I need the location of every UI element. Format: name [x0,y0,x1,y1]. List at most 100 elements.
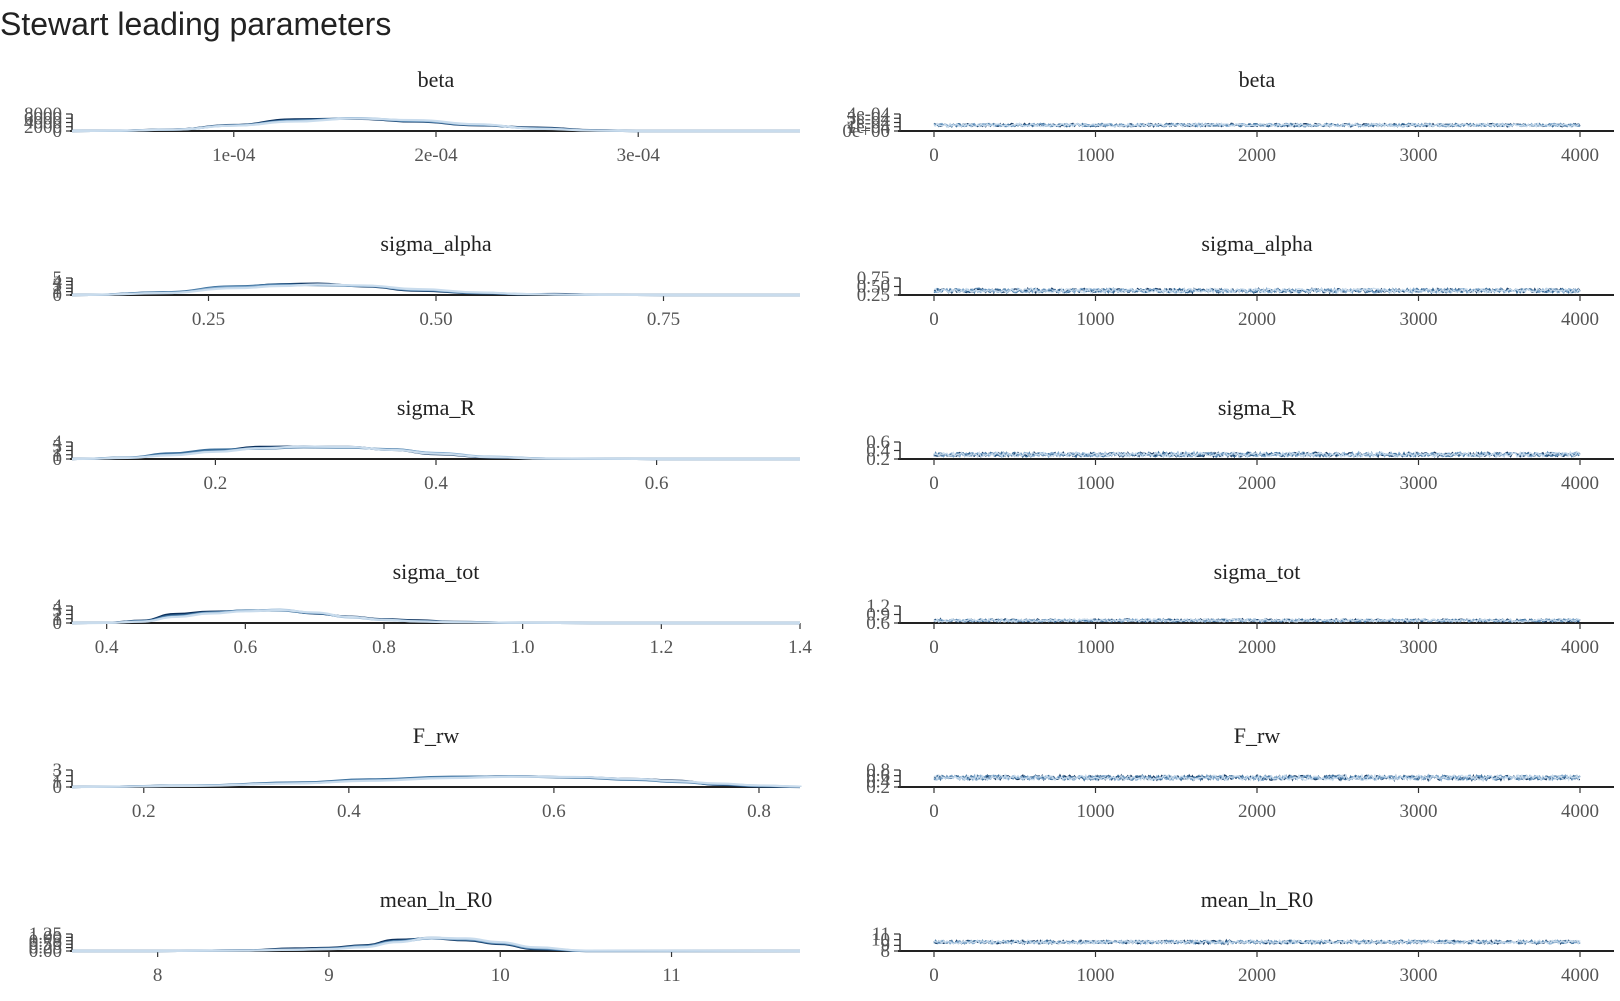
y-tick-label: 8000 [24,104,62,125]
x-tick-label: 0.2 [204,473,228,494]
x-tick-label: 10 [491,965,510,986]
x-tick-label: 0.8 [372,637,396,658]
y-tick-label: 1.25 [29,924,62,945]
y-tick-label: 1 [53,609,63,630]
x-tick-label: 2000 [1238,145,1276,166]
panel-title: sigma_tot [1214,559,1301,584]
x-tick-label: 0 [929,965,939,986]
x-tick-label: 2000 [1238,473,1276,494]
trace-chain-3 [933,450,1581,459]
y-tick-label: 3 [53,600,63,621]
panel-title: sigma_R [1218,395,1297,420]
x-tick-label: 0 [929,309,939,330]
x-tick-label: 1000 [1077,309,1115,330]
x-tick-label: 0 [929,145,939,166]
x-tick-label: 1000 [1077,145,1115,166]
panel-title: sigma_alpha [380,231,491,256]
x-tick-label: 3000 [1400,145,1438,166]
x-tick-label: 1.0 [511,637,535,658]
x-tick-label: 1000 [1077,473,1115,494]
y-tick-label: 0.25 [857,285,890,306]
y-tick-label: 1 [53,771,63,792]
trace-chain-4 [933,617,1581,624]
panel-title: mean_ln_R0 [1201,887,1313,912]
y-tick-label: 4 [53,432,63,453]
y-tick-label: 4e-04 [847,104,891,125]
y-tick-label: 0 [53,777,63,798]
x-tick-label: 0.4 [424,473,448,494]
x-tick-label: 2000 [1238,637,1276,658]
y-tick-label: 8 [881,941,891,962]
density-chain-4 [71,445,800,461]
y-tick-label: 1.2 [866,596,890,617]
panel-title: sigma_alpha [1201,231,1312,256]
y-tick-label: 3 [53,436,63,457]
y-tick-label: 4 [53,596,63,617]
density-chain-4 [71,283,800,297]
y-tick-label: 0.2 [866,449,890,470]
x-tick-label: 0 [929,473,939,494]
x-tick-label: 0.6 [542,801,566,822]
panel-density-mean_ln_R0: mean_ln_R0 0.000.250.500.751.001.25 8 9 10 11 [29,887,801,986]
panel-trace-F_rw: F_rw 0.20.40.60.8 0 1000 2000 3000 4000 [866,723,1614,822]
x-tick-label: 4000 [1561,965,1599,986]
x-tick-label: 0.2 [132,801,156,822]
y-tick-label: 2 [53,605,63,626]
x-tick-label: 4000 [1561,145,1599,166]
x-tick-label: 3000 [1400,473,1438,494]
x-tick-label: 3000 [1400,965,1438,986]
y-tick-label: 2e-04 [847,113,891,134]
panel-trace-sigma_alpha: sigma_alpha 0.250.500.75 0 1000 2000 3000 4000 [857,231,1614,330]
density-chain-4 [71,609,800,625]
y-tick-label: 3 [53,275,63,296]
x-tick-label: 1000 [1077,965,1115,986]
y-tick-label: 2 [53,278,63,299]
y-tick-label: 4000 [24,113,62,134]
y-tick-label: 11 [872,924,890,945]
y-tick-label: 0.00 [29,941,62,962]
x-tick-label: 8 [153,965,163,986]
y-tick-label: 10 [871,930,890,951]
x-tick-label: 0.75 [647,309,680,330]
y-tick-label: 0.6 [866,432,890,453]
y-tick-label: 0.75 [857,268,890,289]
y-tick-label: 0.50 [29,934,62,955]
y-tick-label: 1.00 [29,927,62,948]
x-tick-label: 9 [324,965,334,986]
y-tick-label: 0.50 [857,277,890,298]
trace-chain-4 [933,773,1581,782]
x-tick-label: 0.50 [419,309,452,330]
y-tick-label: 0 [53,613,63,634]
x-tick-label: 11 [662,965,680,986]
x-tick-label: 3000 [1400,637,1438,658]
x-tick-label: 0.4 [95,637,119,658]
x-tick-label: 3000 [1400,309,1438,330]
y-tick-label: 0 [53,449,63,470]
panel-trace-sigma_R: sigma_R 0.20.40.6 0 1000 2000 3000 4000 [866,395,1614,494]
density-chain-3 [72,937,801,953]
x-tick-label: 4000 [1561,637,1599,658]
x-tick-label: 1e-04 [212,145,256,166]
y-tick-label: 1 [53,445,63,466]
density-chain-4 [71,117,800,133]
y-tick-label: 0 [53,285,63,306]
x-tick-label: 2000 [1238,801,1276,822]
x-tick-label: 2000 [1238,965,1276,986]
y-tick-label: 0.6 [866,613,890,634]
y-tick-label: 0.4 [866,771,890,792]
x-tick-label: 0.25 [192,309,225,330]
y-tick-label: 5 [53,268,63,289]
x-tick-label: 3000 [1400,801,1438,822]
y-tick-label: 1 [53,282,63,303]
density-chain-4 [71,775,802,789]
panel-trace-sigma_tot: sigma_tot 0.60.91.2 0 1000 2000 3000 4000 [866,559,1614,658]
y-tick-label: 0.2 [866,777,890,798]
trace-chain-4 [933,938,1581,945]
